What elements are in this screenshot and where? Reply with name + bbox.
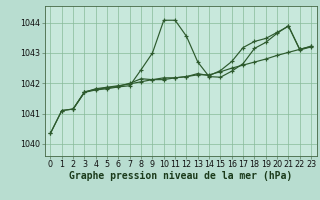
X-axis label: Graphe pression niveau de la mer (hPa): Graphe pression niveau de la mer (hPa) xyxy=(69,171,292,181)
